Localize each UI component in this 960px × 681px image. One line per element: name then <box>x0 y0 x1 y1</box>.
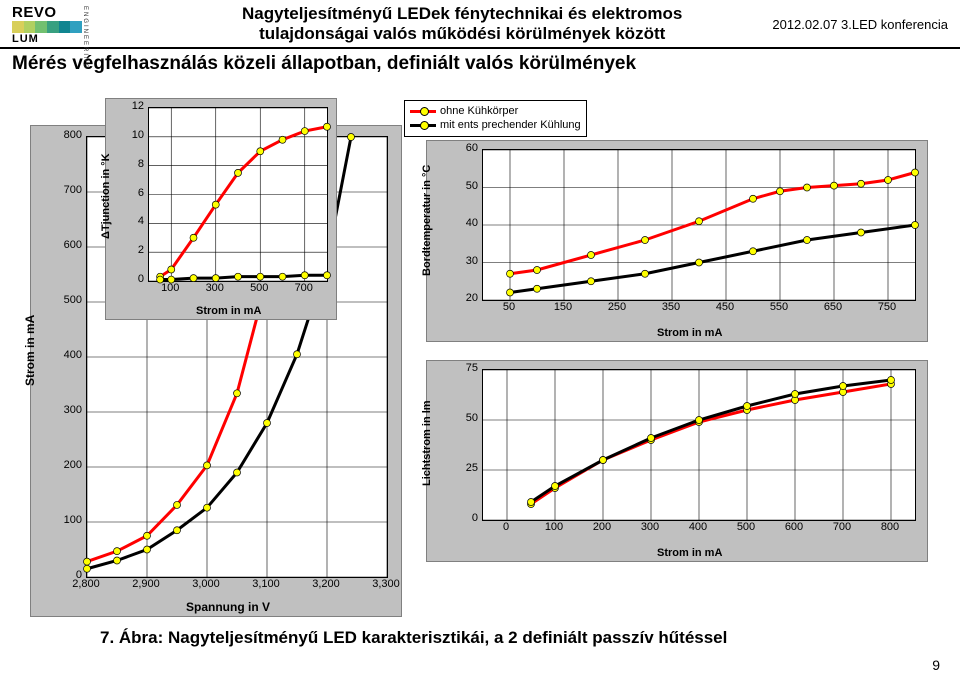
xtick: 300 <box>195 282 235 294</box>
chart-temp-xlabel: Strom in mA <box>657 327 722 339</box>
xtick: 100 <box>534 521 574 533</box>
chart-inset-box: ΔTjunction in °K Strom in mA 02468101210… <box>105 98 337 320</box>
xtick: 500 <box>726 521 766 533</box>
header-title-l2: tulajdonságai valós működési körülmények… <box>259 24 665 43</box>
xtick: 2,800 <box>66 578 106 590</box>
ytick: 300 <box>48 404 82 416</box>
xtick: 50 <box>489 301 529 313</box>
ytick: 0 <box>444 512 478 524</box>
xtick: 800 <box>870 521 910 533</box>
ytick: 25 <box>444 462 478 474</box>
xtick: 700 <box>284 282 324 294</box>
chart-lm-plot <box>482 369 916 521</box>
chart-lm-xlabel: Strom in mA <box>657 547 722 559</box>
ytick: 800 <box>48 129 82 141</box>
xtick: 750 <box>867 301 907 313</box>
ytick: 12 <box>110 100 144 112</box>
xtick: 3,100 <box>246 578 286 590</box>
xtick: 250 <box>597 301 637 313</box>
ytick: 30 <box>444 255 478 267</box>
chart-temp-box: Bordtemperatur in °C Strom in mA 2030405… <box>426 140 928 342</box>
ytick: 100 <box>48 514 82 526</box>
page-number: 9 <box>932 657 940 673</box>
ytick: 600 <box>48 239 82 251</box>
chart-inset-xlabel: Strom in mA <box>196 305 261 317</box>
page-header: REVO LUM ENGINEERING Nagyteljesítményű L… <box>0 0 960 49</box>
xtick: 2,900 <box>126 578 166 590</box>
ytick: 0 <box>110 273 144 285</box>
logo: REVO LUM ENGINEERING <box>12 4 82 44</box>
ytick: 60 <box>444 142 478 154</box>
xtick: 500 <box>239 282 279 294</box>
chart-main-ylabel: Strom in mA <box>23 315 37 386</box>
logo-side: ENGINEERING <box>82 6 88 70</box>
xtick: 600 <box>774 521 814 533</box>
xtick: 350 <box>651 301 691 313</box>
ytick: 2 <box>110 244 144 256</box>
ytick: 700 <box>48 184 82 196</box>
ytick: 6 <box>110 187 144 199</box>
ytick: 50 <box>444 180 478 192</box>
xtick: 550 <box>759 301 799 313</box>
xtick: 700 <box>822 521 862 533</box>
xtick: 200 <box>582 521 622 533</box>
xtick: 3,300 <box>366 578 406 590</box>
legend-row-1: ohne Kühkörper <box>410 104 581 118</box>
chart-lm-box: Lichtstrom in lm Strom in mA 02550750100… <box>426 360 928 562</box>
ytick: 200 <box>48 459 82 471</box>
ytick: 20 <box>444 292 478 304</box>
chart-main-xlabel: Spannung in V <box>186 600 270 614</box>
ytick: 75 <box>444 362 478 374</box>
xtick: 300 <box>630 521 670 533</box>
xtick: 150 <box>543 301 583 313</box>
xtick: 450 <box>705 301 745 313</box>
ytick: 500 <box>48 294 82 306</box>
xtick: 3,200 <box>306 578 346 590</box>
logo-text: REVO <box>12 4 57 21</box>
ytick: 50 <box>444 412 478 424</box>
header-title: Nagyteljesítményű LEDek fénytechnikai és… <box>172 4 752 45</box>
chart-temp-plot <box>482 149 916 301</box>
header-date: 2012.02.07 3.LED konferencia <box>772 17 948 32</box>
xtick: 3,000 <box>186 578 226 590</box>
ytick: 8 <box>110 158 144 170</box>
xtick: 0 <box>486 521 526 533</box>
legend-box: ohne Kühkörper mit ents prechender Kühlu… <box>404 100 587 137</box>
ytick: 4 <box>110 215 144 227</box>
chart-temp-ylabel: Bordtemperatur in °C <box>421 165 433 276</box>
header-title-l1: Nagyteljesítményű LEDek fénytechnikai és… <box>242 4 682 23</box>
xtick: 100 <box>150 282 190 294</box>
ytick: 10 <box>110 129 144 141</box>
page-subtitle: Mérés végfelhasználás közeli állapotban,… <box>0 49 960 77</box>
xtick: 650 <box>813 301 853 313</box>
legend-label-1: ohne Kühkörper <box>440 104 518 118</box>
figure-caption: 7. Ábra: Nagyteljesítményű LED karakteri… <box>100 628 727 648</box>
legend-label-2: mit ents prechender Kühlung <box>440 118 581 132</box>
chart-lm-ylabel: Lichtstrom in lm <box>421 400 433 486</box>
chart-inset-plot <box>148 107 328 282</box>
ytick: 40 <box>444 217 478 229</box>
logo-sub: LUM <box>12 33 82 45</box>
xtick: 400 <box>678 521 718 533</box>
ytick: 400 <box>48 349 82 361</box>
legend-row-2: mit ents prechender Kühlung <box>410 118 581 132</box>
logo-bars <box>12 21 82 33</box>
